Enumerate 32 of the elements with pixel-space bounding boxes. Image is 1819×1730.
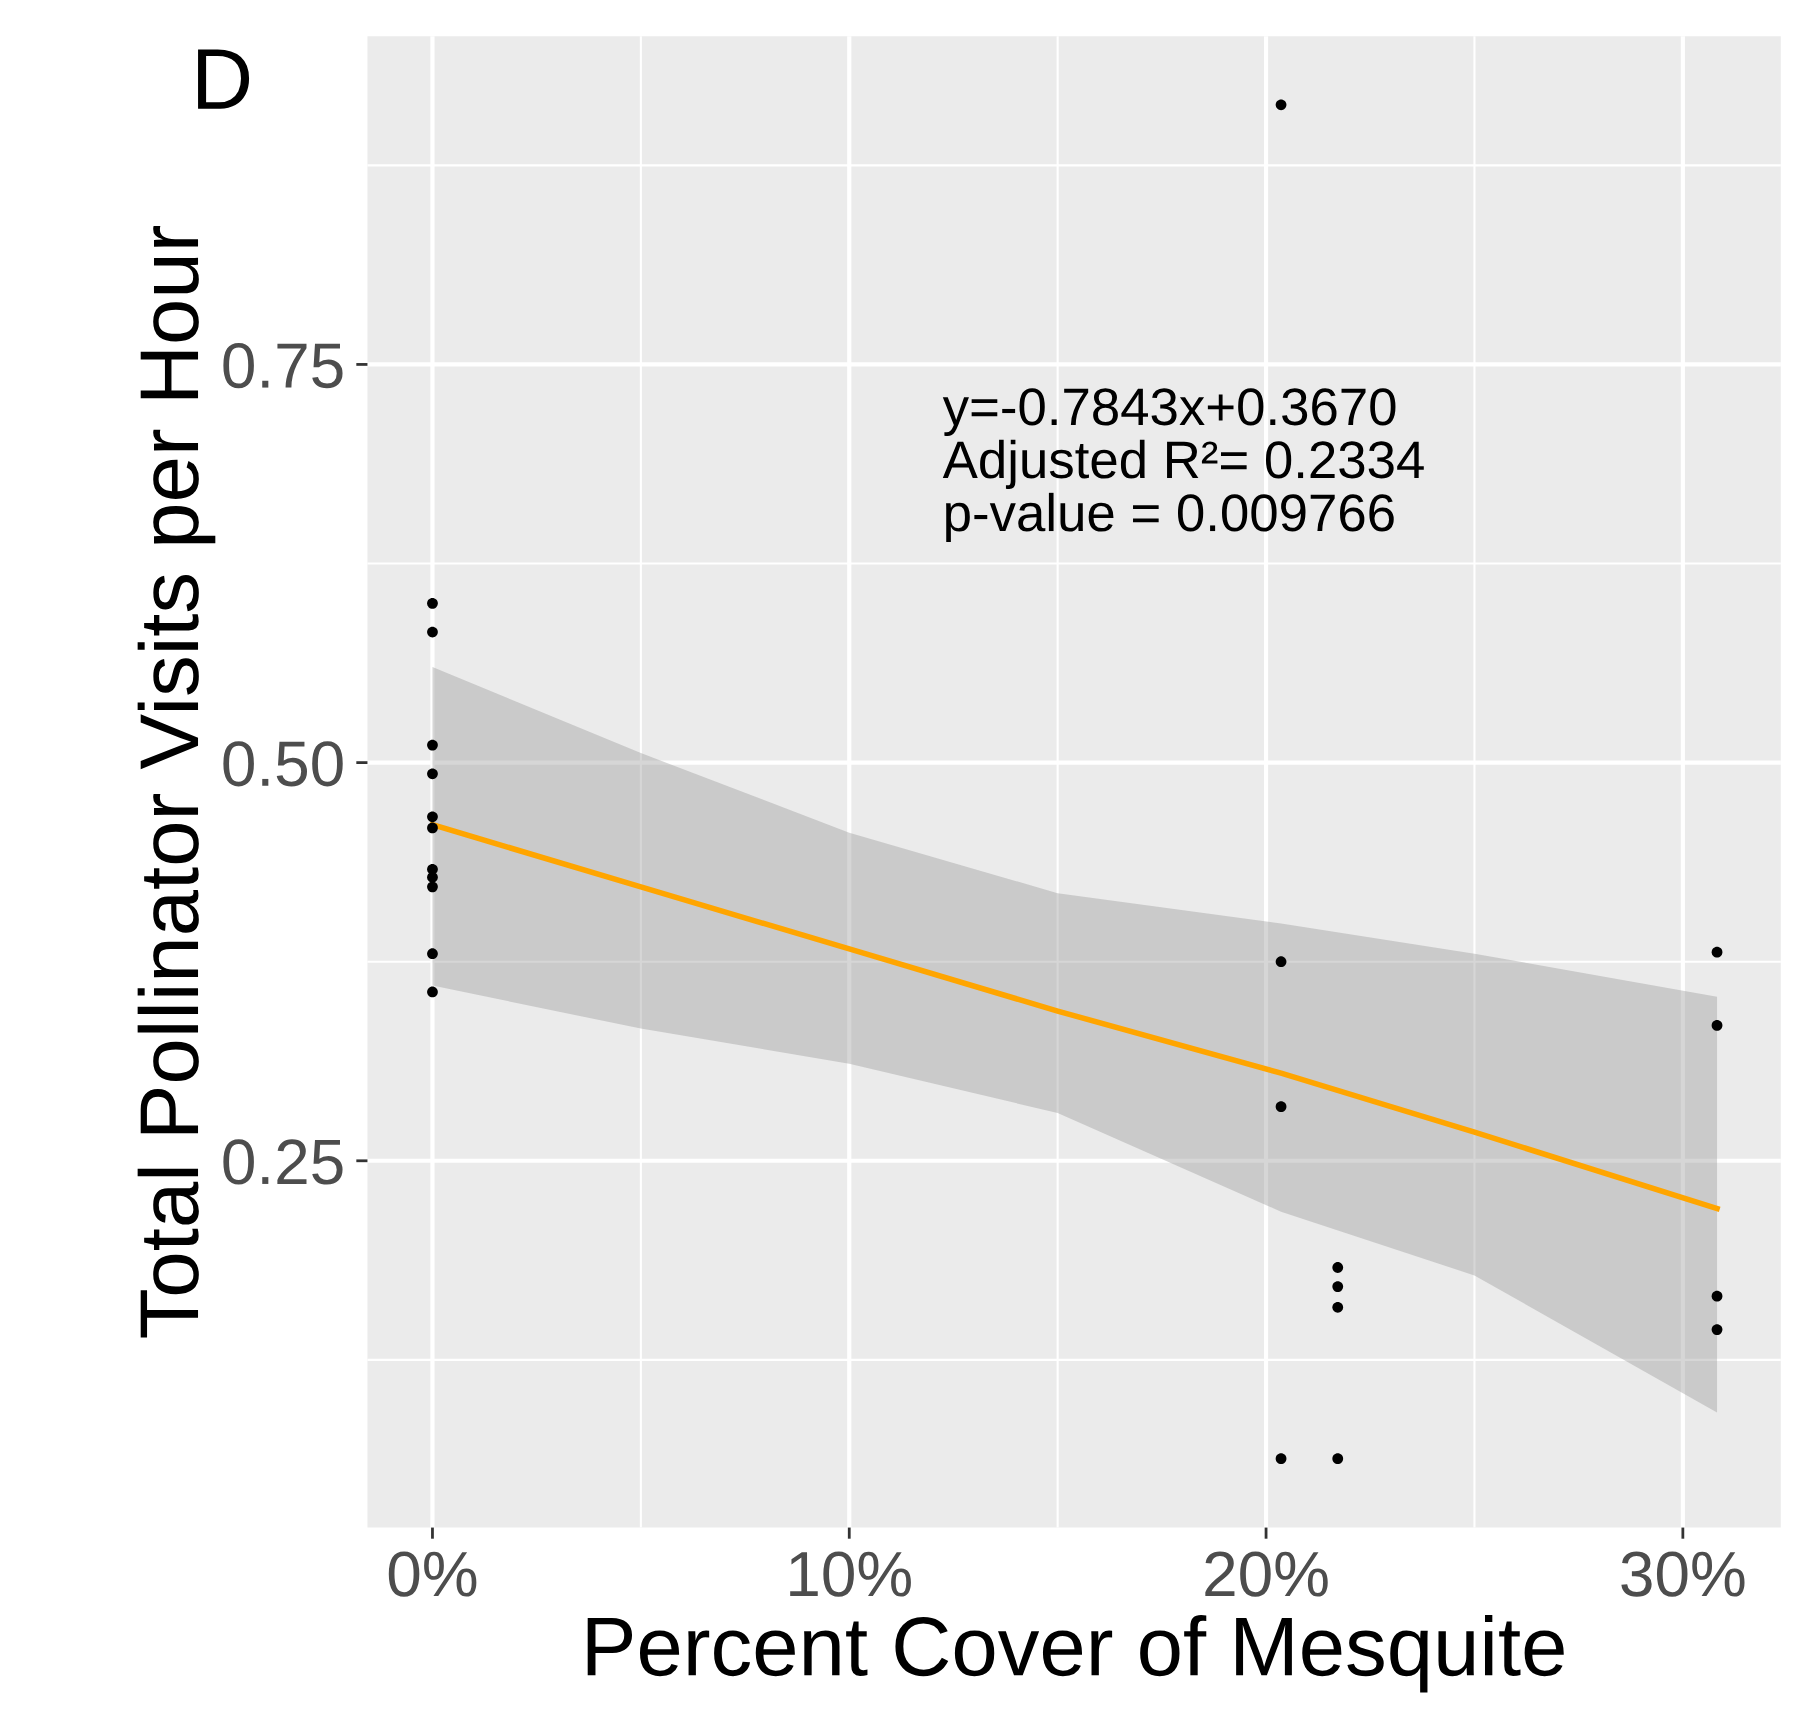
point xyxy=(427,811,438,823)
y-tick-label: 0.75 xyxy=(223,342,343,389)
point xyxy=(1332,1453,1344,1464)
point xyxy=(427,739,438,751)
point xyxy=(427,597,438,609)
point xyxy=(1711,946,1723,958)
x-tick-label: 10% xyxy=(790,1551,911,1597)
point xyxy=(427,948,438,960)
x-axis-title: Percent Cover of Mesquite xyxy=(587,1614,1564,1693)
point xyxy=(1711,1020,1723,1031)
x-tick-label: 0% xyxy=(388,1551,477,1597)
point xyxy=(1711,1324,1723,1335)
annotation: y=-0.7843x+0.3670 Adjusted R²= 0.2334 p-value = 0.009766 xyxy=(942,388,1424,543)
point xyxy=(427,768,438,780)
point xyxy=(427,822,438,834)
point xyxy=(427,881,438,893)
point xyxy=(1711,1290,1723,1302)
point xyxy=(1332,1301,1344,1313)
point xyxy=(1275,1101,1287,1113)
point xyxy=(1275,99,1287,111)
point xyxy=(1332,1262,1344,1273)
point xyxy=(427,986,438,998)
point xyxy=(427,626,438,638)
x-tick-label: 20% xyxy=(1205,1551,1328,1597)
text: D xyxy=(198,49,250,109)
point xyxy=(1332,1281,1344,1292)
y-axis-title: Total Pollinator Visits per Hour xyxy=(137,225,216,1338)
point xyxy=(1275,956,1287,968)
point xyxy=(1275,1453,1287,1464)
y-tick-label: 0.25 xyxy=(223,1139,343,1185)
y-tick-label: 0.50 xyxy=(223,741,343,787)
x-tick-label: 30% xyxy=(1621,1551,1745,1597)
